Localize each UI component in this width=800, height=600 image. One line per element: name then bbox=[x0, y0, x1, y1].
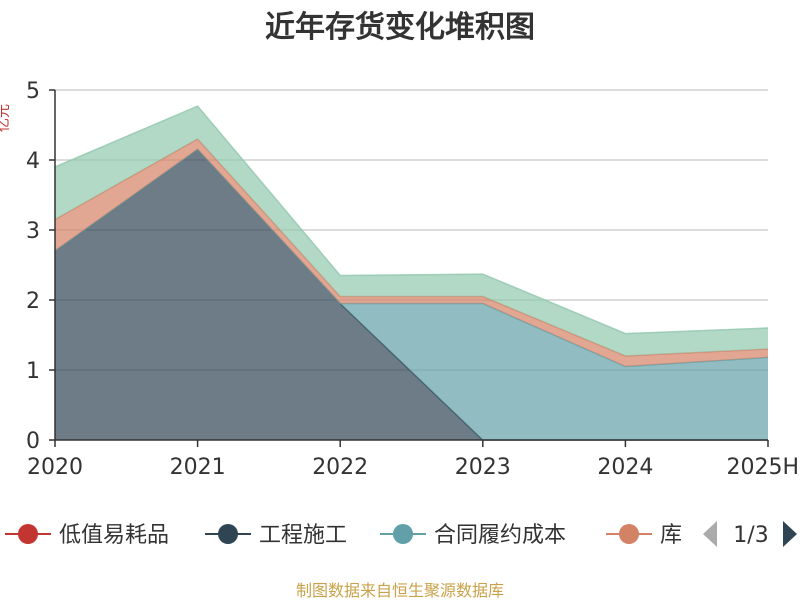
legend-marker bbox=[218, 524, 238, 544]
legend-label: 工程施工 bbox=[259, 523, 347, 548]
area-4 bbox=[55, 106, 768, 356]
legend-label: 库 bbox=[660, 523, 682, 548]
area-series bbox=[54, 105, 769, 441]
legend-item[interactable]: 库 bbox=[606, 523, 682, 548]
x-tick-label: 2023 bbox=[455, 455, 511, 480]
y-tick-label: 3 bbox=[26, 219, 40, 244]
x-tick-label: 2020 bbox=[27, 455, 83, 480]
legend-marker bbox=[18, 524, 38, 544]
pager-label: 1/3 bbox=[733, 523, 768, 548]
legend-item[interactable]: 工程施工 bbox=[205, 523, 347, 548]
x-tick-label: 2024 bbox=[597, 455, 653, 480]
legend-item[interactable]: 合同履约成本 bbox=[380, 523, 566, 548]
legend-pager: 1/3 bbox=[703, 521, 797, 548]
pager-next-icon[interactable] bbox=[783, 521, 797, 547]
data-source-note: 制图数据来自恒生聚源数据库 bbox=[296, 581, 504, 600]
axes: 0 1 2 3 4 5 2020 2021 2022 2023 2024 2025H bbox=[26, 79, 799, 480]
y-tick-label: 1 bbox=[26, 359, 40, 384]
y-tick-label: 5 bbox=[26, 79, 40, 104]
x-tick-label: 2021 bbox=[170, 455, 226, 480]
y-tick-label: 4 bbox=[26, 149, 40, 174]
legend: 低值易耗品 工程施工 合同履约成本 库 bbox=[5, 523, 682, 548]
legend-marker bbox=[393, 524, 413, 544]
y-axis-label: 亿元 bbox=[0, 104, 12, 132]
y-tick-label: 2 bbox=[26, 289, 40, 314]
chart-title: 近年存货变化堆积图 bbox=[265, 10, 535, 45]
legend-marker bbox=[619, 524, 639, 544]
legend-label: 低值易耗品 bbox=[59, 523, 169, 548]
area-1 bbox=[55, 149, 768, 440]
legend-item[interactable]: 低值易耗品 bbox=[5, 523, 169, 548]
x-tick-label: 2025H bbox=[726, 455, 799, 480]
x-tick-label: 2022 bbox=[312, 455, 368, 480]
y-tick-label: 0 bbox=[26, 429, 40, 454]
area-2 bbox=[55, 149, 768, 440]
legend-label: 合同履约成本 bbox=[434, 523, 566, 548]
pager-prev-icon[interactable] bbox=[703, 521, 717, 547]
area-edge-4 bbox=[54, 105, 769, 335]
